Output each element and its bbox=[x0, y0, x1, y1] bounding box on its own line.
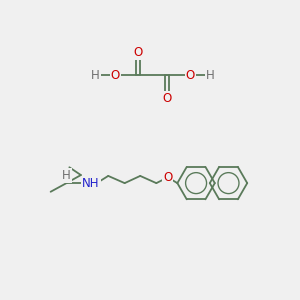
Text: O: O bbox=[111, 69, 120, 82]
Text: O: O bbox=[186, 69, 195, 82]
Text: NH: NH bbox=[82, 177, 100, 190]
Text: H: H bbox=[206, 69, 215, 82]
Text: O: O bbox=[163, 92, 172, 105]
Text: H: H bbox=[91, 69, 100, 82]
Text: H: H bbox=[62, 169, 71, 182]
Text: O: O bbox=[163, 171, 172, 184]
Text: O: O bbox=[134, 46, 143, 59]
